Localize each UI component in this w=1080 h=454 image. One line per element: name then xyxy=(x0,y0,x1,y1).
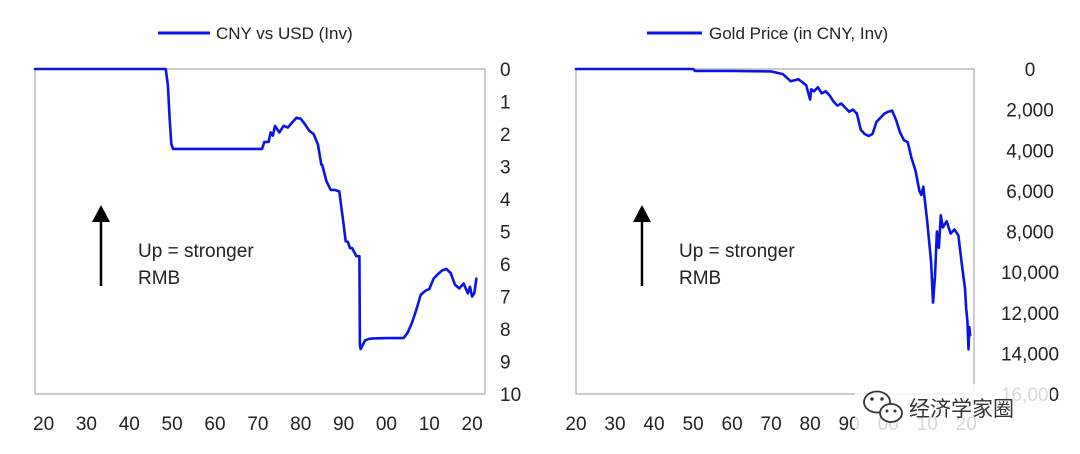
up-arrow-head-icon xyxy=(633,205,651,222)
x-tick-label: 20 xyxy=(462,414,483,435)
annotation-gold: Up = stronger RMB xyxy=(633,205,795,289)
legend-label-gold: Gold Price (in CNY, Inv) xyxy=(709,24,888,43)
y-tick-label: 6,000 xyxy=(1006,182,1054,203)
y-tick-label: 0 xyxy=(500,60,511,81)
annotation-line-1: Up = stronger xyxy=(138,241,254,262)
up-arrow-head-icon xyxy=(92,205,110,222)
x-tick-label: 90 xyxy=(839,414,860,435)
x-tick-label: 40 xyxy=(119,414,140,435)
legend-gold: Gold Price (in CNY, Inv) xyxy=(647,24,888,43)
y-axis-gold: 02,0004,0006,0008,00010,00012,00014,0001… xyxy=(1001,60,1059,406)
y-tick-label: 4 xyxy=(500,190,511,211)
annotation-cny: Up = stronger RMB xyxy=(92,205,254,289)
y-axis-cny: 0 1 2 3 4 5 6 7 8 9 10 xyxy=(500,60,521,406)
legend-label-cny: CNY vs USD (Inv) xyxy=(216,24,353,43)
y-tick-label: 5 xyxy=(500,223,511,244)
y-tick-label: 9 xyxy=(500,353,511,374)
watermark: 经济学家圈 xyxy=(855,384,1050,432)
annotation-line-1: Up = stronger xyxy=(679,241,795,262)
annotation-line-2: RMB xyxy=(138,268,180,289)
x-tick-label: 50 xyxy=(162,414,183,435)
x-axis-cny: 20 30 40 50 60 70 80 90 00 10 20 xyxy=(33,414,483,435)
x-tick-label: 80 xyxy=(800,414,821,435)
y-tick-label: 14,000 xyxy=(1001,344,1059,365)
x-tick-label: 90 xyxy=(333,414,354,435)
x-tick-label: 70 xyxy=(247,414,268,435)
chart-panel-gold: Gold Price (in CNY, Inv) 20 30 40 50 60 70 80 9… xyxy=(565,24,1059,435)
y-tick-label: 7 xyxy=(500,288,511,309)
x-tick-label: 20 xyxy=(565,414,586,435)
legend-cny: CNY vs USD (Inv) xyxy=(158,24,353,43)
y-tick-label: 0 xyxy=(1025,60,1036,81)
y-tick-label: 6 xyxy=(500,255,511,276)
x-tick-label: 00 xyxy=(376,414,397,435)
plot-area-gold xyxy=(575,68,975,395)
x-tick-label: 40 xyxy=(643,414,664,435)
x-tick-label: 60 xyxy=(204,414,225,435)
x-tick-label: 70 xyxy=(761,414,782,435)
x-tick-label: 50 xyxy=(683,414,704,435)
y-tick-label: 2 xyxy=(500,125,511,146)
y-tick-label: 2,000 xyxy=(1006,101,1054,122)
series-line-gold-price xyxy=(574,67,972,351)
chart-panel-cny: CNY vs USD (Inv) 20 30 40 50 60 70 80 90 00 10 20 … xyxy=(33,24,521,435)
y-tick-label: 10 xyxy=(500,385,521,406)
wechat-icon xyxy=(863,390,903,423)
x-tick-label: 30 xyxy=(76,414,97,435)
y-tick-label: 8 xyxy=(500,320,511,341)
x-tick-label: 60 xyxy=(722,414,743,435)
y-tick-label: 3 xyxy=(500,158,511,179)
x-tick-label: 10 xyxy=(419,414,440,435)
watermark-text: 经济学家圈 xyxy=(909,397,1014,421)
y-tick-label: 8,000 xyxy=(1006,223,1054,244)
x-tick-label: 80 xyxy=(290,414,311,435)
y-tick-label: 1 xyxy=(500,93,511,114)
x-tick-label: 20 xyxy=(33,414,54,435)
plot-area-cny xyxy=(34,68,486,395)
y-tick-label: 4,000 xyxy=(1006,141,1054,162)
annotation-line-2: RMB xyxy=(679,268,721,289)
y-tick-label: 10,000 xyxy=(1001,263,1059,284)
y-tick-label: 12,000 xyxy=(1001,304,1059,325)
x-tick-label: 30 xyxy=(604,414,625,435)
series-line-cny-vs-usd xyxy=(33,67,478,351)
